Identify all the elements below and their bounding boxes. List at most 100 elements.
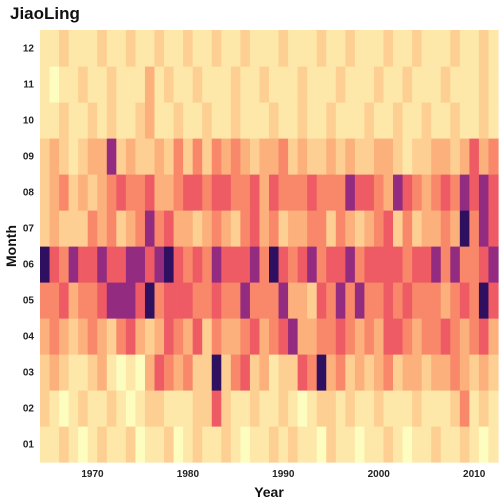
heatmap-cell (307, 318, 318, 355)
heatmap-cell (459, 390, 470, 427)
heatmap-cell (393, 246, 404, 283)
heatmap-cell (78, 318, 89, 355)
heatmap-cell (49, 246, 60, 283)
heatmap-cell (354, 66, 366, 103)
heatmap-cell (240, 30, 251, 67)
heatmap-cell (144, 282, 156, 319)
heatmap-cell (459, 318, 470, 355)
heatmap-cell (49, 426, 60, 463)
heatmap-cell (316, 246, 327, 283)
heatmap-cell (116, 354, 127, 391)
heatmap-cell (469, 318, 480, 355)
heatmap-cell (373, 318, 385, 355)
heatmap-cell (412, 66, 423, 103)
chart-title: JiaoLing (10, 4, 80, 23)
heatmap-cell (297, 102, 308, 139)
heatmap-cell (297, 282, 308, 319)
heatmap-cell (402, 174, 413, 211)
heatmap-cell (221, 210, 232, 247)
heatmap-cell (144, 210, 156, 247)
heatmap-cell (230, 66, 241, 103)
heatmap-cell (59, 174, 70, 211)
heatmap-cell (288, 426, 299, 463)
heatmap-cell (49, 102, 60, 139)
x-tick-label: 1990 (272, 469, 295, 480)
heatmap-cell (421, 174, 432, 211)
heatmap-cell (144, 426, 156, 463)
heatmap-cell (297, 426, 308, 463)
heatmap-cell (307, 282, 318, 319)
heatmap-cell (364, 426, 375, 463)
heatmap-cell (240, 174, 251, 211)
heatmap-cell (278, 318, 289, 355)
heatmap-cell (68, 354, 79, 391)
heatmap-cell (135, 138, 146, 175)
heatmap-cell (335, 282, 346, 319)
heatmap-cell (431, 354, 442, 391)
heatmap-cell (97, 282, 108, 319)
heatmap-cell (421, 390, 432, 427)
heatmap-cell (106, 66, 117, 103)
heatmap-cell (259, 30, 270, 67)
heatmap-cell (164, 210, 175, 247)
heatmap-cell (183, 174, 194, 211)
heatmap-cell (488, 102, 499, 139)
y-tick-label: 07 (23, 224, 35, 235)
heatmap-cell (440, 426, 451, 463)
heatmap-cell (354, 102, 366, 139)
heatmap-cell (154, 30, 165, 67)
heatmap-cell (59, 246, 70, 283)
heatmap-cell (364, 354, 375, 391)
heatmap-cell (373, 30, 385, 67)
heatmap-cell (478, 210, 490, 247)
heatmap-cell (135, 30, 146, 67)
heatmap-cell (183, 426, 194, 463)
heatmap-cell (278, 426, 289, 463)
heatmap-cell (373, 210, 385, 247)
heatmap-cell (269, 282, 280, 319)
heatmap-cell (106, 102, 117, 139)
heatmap-cell (87, 66, 98, 103)
heatmap-cell (230, 246, 241, 283)
y-axis-title: Month (3, 225, 19, 267)
heatmap-cell (316, 174, 327, 211)
heatmap-cell (335, 102, 346, 139)
heatmap-cell (183, 390, 194, 427)
heatmap-cell (335, 174, 346, 211)
heatmap-cell (183, 318, 194, 355)
heatmap-cell (421, 246, 432, 283)
heatmap-cell (421, 66, 432, 103)
heatmap-cell (240, 354, 251, 391)
heatmap-cell (183, 102, 194, 139)
heatmap-cell (383, 102, 394, 139)
heatmap-cell (240, 282, 251, 319)
heatmap-cell (373, 354, 385, 391)
heatmap-cell (230, 210, 241, 247)
heatmap-cell (345, 282, 356, 319)
heatmap-cell (354, 246, 366, 283)
heatmap-cell (307, 390, 318, 427)
heatmap-cell (259, 318, 270, 355)
heatmap-cell (230, 174, 241, 211)
heatmap-cell (393, 102, 404, 139)
heatmap-cell (183, 282, 194, 319)
heatmap-cell (49, 210, 60, 247)
heatmap-cell (307, 30, 318, 67)
heatmap-cell (421, 30, 432, 67)
heatmap-cell (383, 138, 394, 175)
heatmap-cell (202, 390, 213, 427)
heatmap-cell (345, 246, 356, 283)
heatmap-cell (144, 66, 156, 103)
heatmap-cell (278, 210, 289, 247)
heatmap-cell (164, 282, 175, 319)
heatmap-cell (354, 318, 366, 355)
heatmap-cell (87, 246, 98, 283)
heatmap-cell (173, 282, 184, 319)
heatmap-cell (259, 210, 270, 247)
heatmap-cell (240, 138, 251, 175)
heatmap-cell (173, 102, 184, 139)
heatmap-cell (335, 138, 346, 175)
heatmap-cell (202, 246, 213, 283)
heatmap-cell (288, 318, 299, 355)
heatmap-cell (316, 102, 327, 139)
